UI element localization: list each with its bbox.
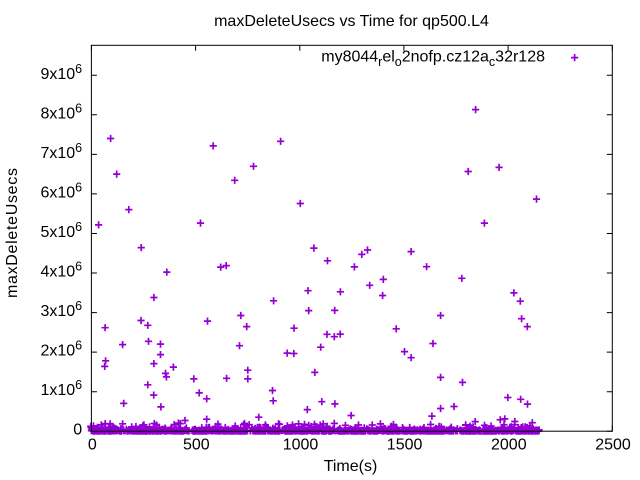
svg-text:maxDeleteUsecs: maxDeleteUsecs — [4, 167, 21, 298]
svg-text:500: 500 — [183, 436, 210, 453]
svg-text:6x106: 6x106 — [40, 180, 82, 201]
svg-text:2000: 2000 — [491, 436, 527, 453]
svg-text:1000: 1000 — [283, 436, 319, 453]
svg-text:Time(s): Time(s) — [324, 458, 378, 475]
svg-text:9x106: 9x106 — [40, 62, 82, 83]
svg-text:2x106: 2x106 — [40, 339, 82, 360]
svg-text:0: 0 — [88, 436, 97, 453]
svg-text:8x106: 8x106 — [40, 101, 82, 122]
svg-text:3x106: 3x106 — [40, 299, 82, 320]
svg-text:4x106: 4x106 — [40, 260, 82, 281]
svg-text:5x106: 5x106 — [40, 220, 82, 241]
svg-text:maxDeleteUsecs vs Time for qp5: maxDeleteUsecs vs Time for qp500.L4 — [214, 13, 489, 30]
svg-text:7x106: 7x106 — [40, 141, 82, 162]
svg-text:1500: 1500 — [387, 436, 423, 453]
svg-text:2500: 2500 — [595, 436, 631, 453]
svg-text:1x106: 1x106 — [40, 378, 82, 399]
svg-text:0: 0 — [73, 422, 82, 439]
